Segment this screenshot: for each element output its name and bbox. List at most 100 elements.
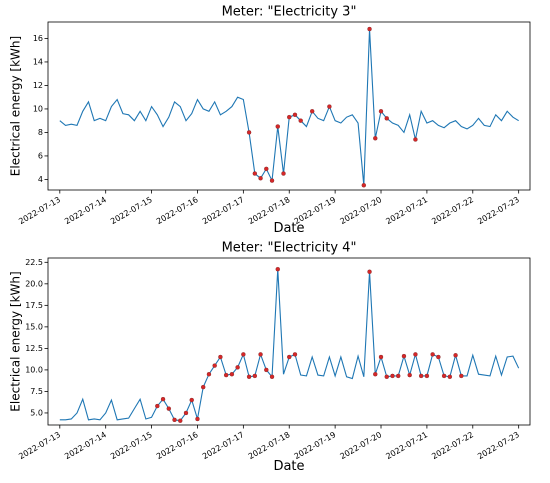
anomaly-marker bbox=[418, 373, 424, 379]
x-tick-label: 2022-07-14 bbox=[63, 195, 108, 226]
data-line bbox=[59, 29, 519, 186]
anomaly-marker bbox=[264, 367, 269, 373]
y-axis-label: Electrical energy [kWh] bbox=[9, 36, 23, 176]
y-tick-label: 20.0 bbox=[25, 279, 43, 288]
x-tick-label: 2022-07-15 bbox=[109, 430, 154, 461]
plot-frame bbox=[47, 257, 531, 426]
anomaly-marker bbox=[390, 373, 395, 379]
anomaly-marker bbox=[378, 354, 384, 360]
anomaly-marker bbox=[430, 352, 435, 357]
y-tick-label: 5.0 bbox=[30, 408, 43, 417]
anomaly-marker bbox=[241, 352, 246, 357]
x-tick-label: 2022-07-19 bbox=[293, 430, 338, 461]
y-tick-label: 14 bbox=[33, 57, 43, 66]
anomaly-marker bbox=[264, 166, 269, 172]
anomaly-marker bbox=[275, 266, 280, 272]
y-axis-label: Electrical energy [kWh] bbox=[9, 271, 23, 411]
x-tick-label: 2022-07-16 bbox=[155, 195, 200, 226]
anomaly-marker bbox=[298, 118, 303, 123]
x-tick-label: 2022-07-17 bbox=[201, 195, 246, 226]
x-tick-label: 2022-07-19 bbox=[293, 195, 338, 226]
y-tick-label: 17.5 bbox=[25, 301, 43, 310]
anomaly-marker bbox=[166, 406, 171, 411]
anomaly-marker bbox=[447, 374, 453, 379]
anomaly-marker bbox=[459, 373, 464, 379]
x-axis-label: Date bbox=[273, 459, 304, 474]
y-tick-label: 7.5 bbox=[30, 387, 43, 396]
anomaly-marker bbox=[384, 116, 389, 121]
anomaly-marker bbox=[367, 26, 372, 32]
x-tick-label: 2022-07-23 bbox=[476, 195, 521, 226]
x-tick-label: 2022-07-21 bbox=[384, 430, 429, 461]
y-tick-label: 6 bbox=[38, 151, 43, 160]
x-tick-label: 2022-07-20 bbox=[338, 195, 383, 226]
data-line bbox=[59, 269, 520, 422]
y-tick-label: 12 bbox=[33, 81, 43, 90]
anomaly-marker bbox=[361, 183, 367, 188]
anomaly-marker bbox=[453, 353, 458, 358]
anomaly-marker bbox=[195, 416, 200, 422]
anomaly-marker bbox=[258, 176, 263, 181]
anomaly-marker bbox=[258, 352, 263, 357]
x-tick-label: 2022-07-20 bbox=[338, 430, 383, 461]
anomaly-marker bbox=[401, 353, 407, 359]
y-tick-label: 4 bbox=[38, 175, 43, 184]
anomaly-marker bbox=[218, 354, 223, 360]
x-tick-label: 2022-07-13 bbox=[17, 430, 62, 461]
plot-frame bbox=[47, 21, 531, 191]
y-tick-label: 10 bbox=[33, 104, 43, 113]
anomaly-marker bbox=[269, 178, 275, 183]
anomaly-marker bbox=[206, 372, 212, 377]
anomaly-marker bbox=[436, 354, 441, 360]
anomaly-marker bbox=[413, 137, 418, 142]
x-tick-label: 2022-07-17 bbox=[201, 430, 246, 461]
y-tick-label: 10.0 bbox=[25, 365, 43, 374]
y-tick-label: 12.5 bbox=[25, 344, 43, 353]
anomaly-marker bbox=[384, 374, 389, 379]
anomaly-marker bbox=[212, 363, 217, 368]
anomaly-marker bbox=[252, 373, 258, 379]
chart-title: Meter: "Electricity 4" bbox=[222, 241, 357, 256]
anomaly-marker bbox=[160, 396, 166, 402]
x-tick-label: 2022-07-13 bbox=[17, 195, 62, 226]
anomaly-marker bbox=[367, 269, 372, 274]
anomaly-marker bbox=[235, 365, 240, 370]
anomaly-marker bbox=[269, 374, 275, 379]
anomaly-marker bbox=[155, 403, 160, 409]
x-tick-label: 2022-07-21 bbox=[384, 195, 429, 226]
y-tick-label: 22.5 bbox=[25, 258, 43, 267]
x-tick-label: 2022-07-16 bbox=[155, 430, 200, 461]
anomaly-marker bbox=[287, 114, 292, 120]
x-tick-label: 2022-07-23 bbox=[476, 430, 521, 461]
anomaly-marker bbox=[223, 372, 229, 378]
x-tick-label: 2022-07-15 bbox=[109, 195, 154, 226]
x-tick-label: 2022-07-22 bbox=[430, 195, 475, 226]
anomaly-marker bbox=[178, 418, 183, 423]
anomaly-marker bbox=[309, 109, 315, 114]
anomaly-marker bbox=[413, 352, 418, 357]
anomaly-marker bbox=[287, 354, 292, 360]
anomaly-marker bbox=[246, 130, 252, 135]
anomaly-marker bbox=[373, 136, 378, 141]
anomaly-marker bbox=[407, 372, 412, 378]
y-tick-label: 8 bbox=[38, 128, 43, 137]
anomaly-marker bbox=[424, 373, 430, 379]
anomaly-marker bbox=[189, 397, 194, 403]
anomaly-marker bbox=[281, 171, 286, 176]
anomaly-marker bbox=[201, 384, 206, 390]
anomaly-marker bbox=[441, 373, 447, 379]
anomaly-marker bbox=[275, 124, 280, 129]
anomaly-marker bbox=[378, 109, 384, 114]
chart-title: Meter: "Electricity 3" bbox=[222, 5, 357, 20]
anomaly-marker bbox=[292, 112, 298, 118]
anomaly-marker bbox=[172, 417, 177, 423]
anomaly-marker bbox=[229, 372, 235, 377]
anomaly-marker bbox=[246, 374, 252, 379]
y-tick-label: 16 bbox=[33, 34, 43, 43]
anomaly-marker bbox=[327, 104, 332, 109]
anomaly-marker bbox=[373, 372, 378, 377]
x-tick-label: 2022-07-14 bbox=[63, 430, 108, 461]
anomaly-marker bbox=[292, 352, 298, 357]
anomaly-marker bbox=[183, 410, 189, 416]
